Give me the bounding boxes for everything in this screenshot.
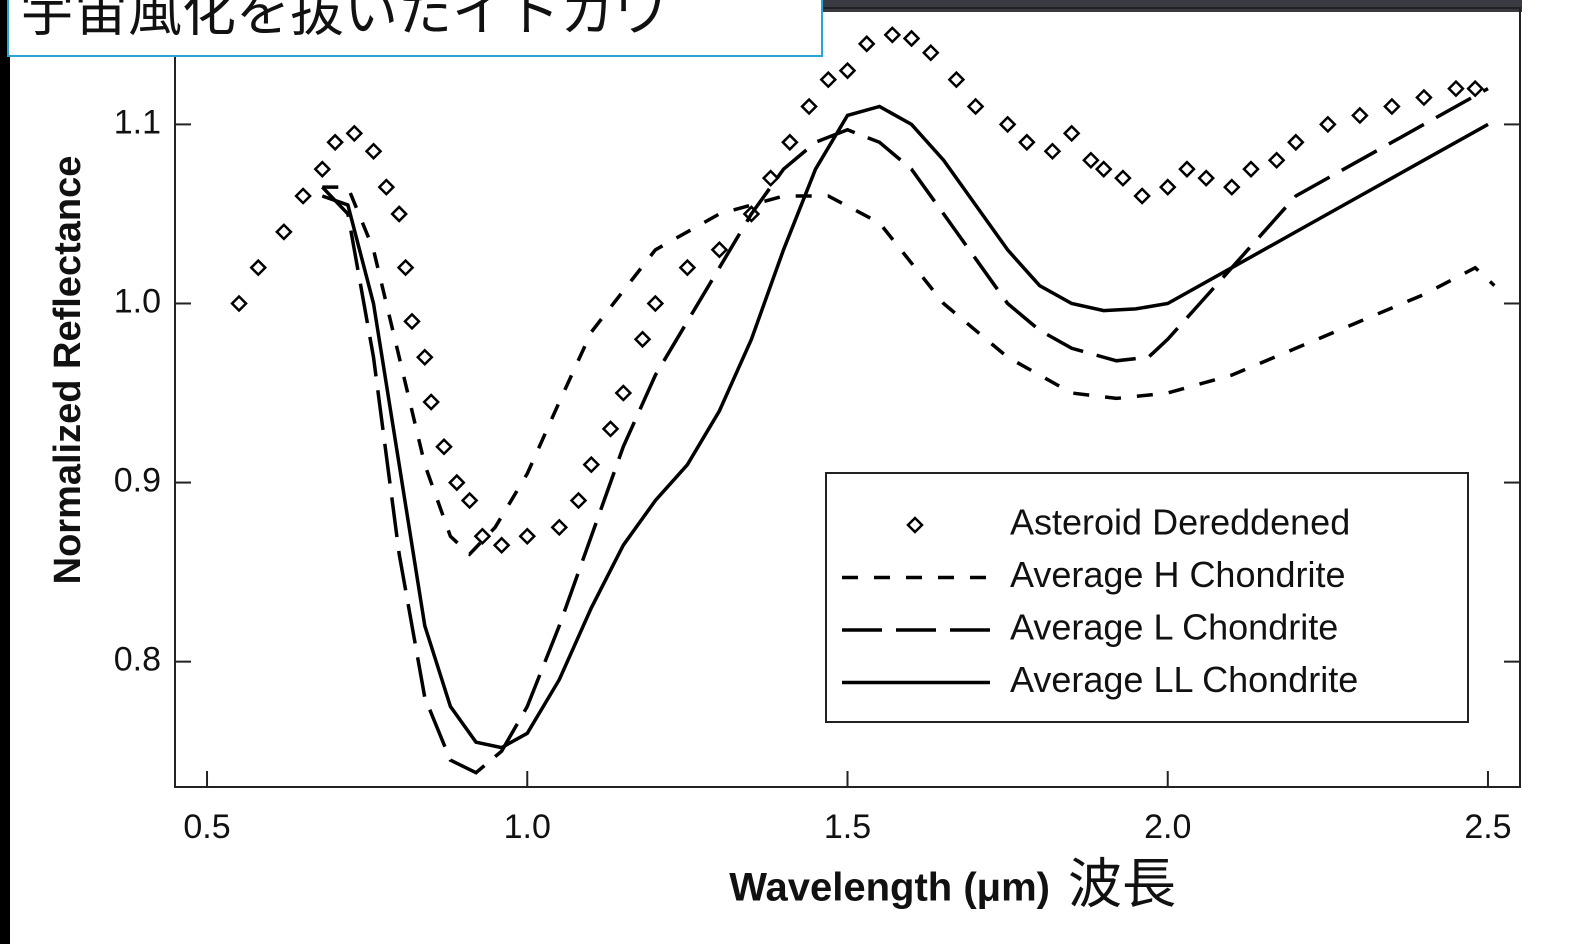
data-point	[1158, 178, 1177, 196]
y-tick-label: 0.8	[114, 641, 161, 679]
data-point	[1114, 169, 1132, 187]
data-point	[1466, 79, 1484, 98]
data-point	[883, 26, 902, 44]
y-tick-label: 1.0	[114, 282, 161, 320]
data-point	[422, 393, 440, 411]
series-line	[321, 87, 1489, 775]
data-point	[1043, 142, 1062, 161]
data-point	[781, 133, 799, 152]
data-point	[710, 240, 729, 259]
data-point	[492, 536, 511, 555]
data-point	[390, 205, 408, 223]
data-point	[275, 223, 293, 241]
x-tick-label: 2.0	[1144, 808, 1191, 846]
data-point	[800, 97, 818, 116]
x-tick-label: 1.0	[504, 808, 551, 846]
data-point	[1178, 160, 1196, 178]
title-box	[7, 0, 823, 57]
data-point	[403, 312, 421, 331]
x-tick-label: 0.5	[183, 808, 230, 846]
data-point	[582, 455, 601, 474]
data-point	[678, 258, 697, 277]
y-tick-label: 1.1	[114, 103, 161, 141]
legend-marker	[906, 516, 924, 534]
data-point	[1383, 97, 1401, 116]
data-point	[448, 473, 466, 492]
data-point	[364, 142, 383, 161]
data-point	[838, 61, 857, 80]
legend-label: Average L Chondrite	[1010, 607, 1338, 648]
data-point	[569, 491, 588, 510]
data-point	[1267, 151, 1286, 169]
y-tick-label: 0.9	[114, 462, 161, 500]
data-point	[857, 35, 876, 53]
data-point	[435, 437, 453, 456]
data-point	[1351, 106, 1369, 125]
data-point	[1223, 178, 1241, 196]
left-edge	[0, 0, 10, 944]
data-point	[966, 97, 985, 116]
data-point	[1319, 115, 1337, 134]
x-tick-label: 2.5	[1464, 808, 1511, 846]
data-point	[1018, 133, 1036, 152]
data-point	[1242, 160, 1260, 178]
data-point	[518, 527, 537, 546]
data-point	[761, 169, 780, 187]
data-point	[947, 70, 966, 89]
data-point	[230, 294, 248, 313]
legend-label: Average LL Chondrite	[1010, 659, 1358, 700]
data-point	[921, 44, 940, 62]
data-point	[326, 133, 344, 152]
data-point	[1094, 160, 1113, 178]
data-point	[550, 518, 569, 537]
x-axis-label: Wavelength (μm)	[729, 866, 1050, 910]
data-point	[902, 29, 921, 48]
data-point	[1197, 169, 1215, 187]
y-axis-label: Normalized Reflectance	[47, 156, 89, 585]
series-line	[322, 185, 1496, 557]
data-point	[345, 124, 364, 143]
data-point	[633, 330, 652, 349]
data-point	[294, 187, 312, 205]
data-point	[1133, 187, 1151, 205]
data-point	[473, 527, 492, 546]
data-point	[1287, 133, 1305, 152]
data-point	[1062, 124, 1081, 143]
data-point	[249, 258, 268, 277]
data-point	[614, 384, 633, 402]
x-tick-label: 1.5	[824, 808, 871, 846]
data-point	[416, 348, 434, 366]
legend-box	[825, 472, 1469, 723]
data-point	[998, 115, 1017, 134]
data-point	[819, 70, 838, 89]
x-annotation: 波長	[1068, 854, 1176, 914]
chart-title: 宇宙風化を抜いたイトカワ	[20, 0, 668, 42]
data-point	[1447, 79, 1465, 98]
data-point	[601, 420, 620, 438]
data-point	[460, 491, 479, 510]
data-point	[396, 258, 415, 277]
right-margin	[1522, 0, 1570, 944]
photo-strip	[820, 0, 1570, 12]
data-point	[1415, 88, 1433, 107]
data-point	[646, 294, 665, 313]
legend-label: Asteroid Dereddened	[1010, 502, 1350, 543]
data-point	[1082, 151, 1100, 169]
data-point	[377, 178, 396, 196]
series-line	[321, 104, 1489, 750]
legend-label: Average H Chondrite	[1010, 554, 1346, 595]
data-point	[313, 160, 332, 178]
